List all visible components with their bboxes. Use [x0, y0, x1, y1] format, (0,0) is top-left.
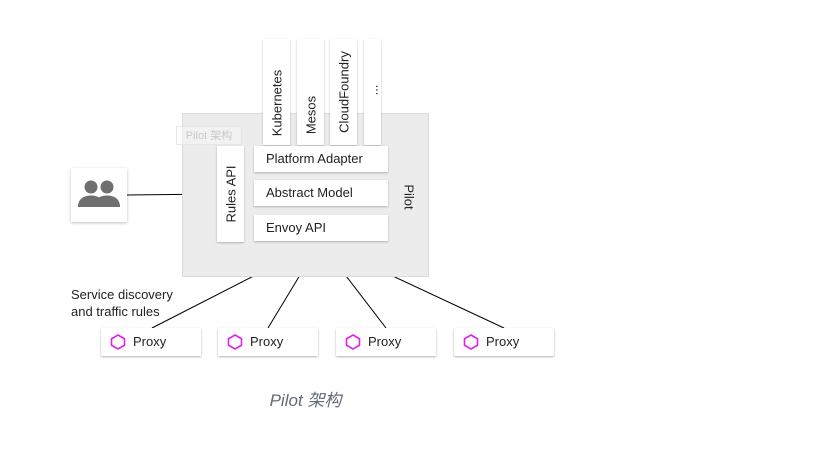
pilot-label: Pilot	[398, 182, 420, 212]
service-discovery-label: Service discovery and traffic rules	[71, 286, 173, 320]
figure-caption: Pilot 架构	[269, 391, 342, 410]
watermark: Pilot 架构	[176, 126, 242, 145]
proxy-1-label: Proxy	[133, 334, 167, 349]
platform-more: ...	[364, 39, 381, 145]
rules-api-layer: Rules API	[217, 146, 244, 242]
envoy-api-layer: Envoy API	[254, 215, 388, 241]
platform-cloudfoundry: CloudFoundry	[330, 39, 357, 145]
hexagon-icon	[463, 334, 479, 350]
proxy-3: Proxy	[336, 328, 436, 356]
platform-adapter-layer: Platform Adapter	[254, 146, 388, 172]
proxy-1: Proxy	[101, 328, 201, 356]
platform-cloudfoundry-label: CloudFoundry	[336, 51, 351, 133]
service-discovery-line-2: and traffic rules	[71, 304, 160, 319]
user-group-card	[71, 168, 127, 222]
service-discovery-line-1: Service discovery	[71, 287, 173, 302]
rules-api-label: Rules API	[223, 165, 238, 223]
users-icon	[78, 180, 120, 207]
proxy-3-label: Proxy	[368, 334, 402, 349]
proxy-2-label: Proxy	[250, 334, 284, 349]
pilot-label-text: Pilot	[401, 184, 417, 210]
proxy-4-label: Proxy	[486, 334, 520, 349]
platform-kubernetes: Kubernetes	[263, 39, 290, 145]
hexagon-icon	[110, 334, 126, 350]
abstract-model-layer: Abstract Model	[254, 180, 388, 206]
platform-mesos-label: Mesos	[303, 96, 318, 135]
hexagon-icon	[345, 334, 361, 350]
platform-kubernetes-label: Kubernetes	[269, 69, 284, 136]
proxy-2: Proxy	[218, 328, 318, 356]
platform-more-label: ...	[365, 84, 380, 96]
hexagon-icon	[227, 334, 243, 350]
platform-mesos: Mesos	[297, 39, 324, 145]
proxy-4: Proxy	[454, 328, 554, 356]
